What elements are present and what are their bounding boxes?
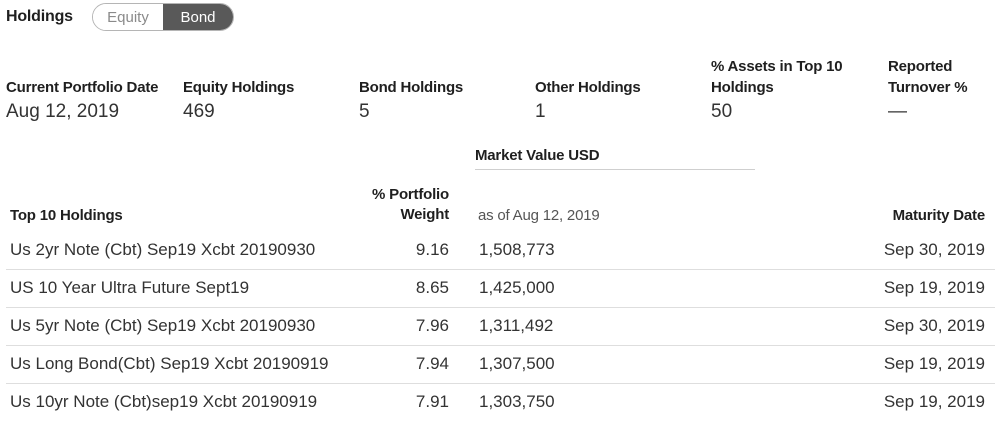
summary-label: Current Portfolio Date bbox=[6, 79, 159, 96]
holding-name: Us 5yr Note (Cbt) Sep19 Xcbt 20190930 bbox=[10, 316, 316, 335]
summary-label: Equity Holdings bbox=[183, 79, 295, 96]
holding-market-value: 1,508,773 bbox=[479, 240, 555, 259]
summary-top10-assets: % Assets in Top 10 Holdings 50 bbox=[711, 56, 881, 125]
summary-value: 5 bbox=[359, 101, 370, 122]
summary-turnover: Reported Turnover % — bbox=[888, 56, 993, 125]
table-row: Us 5yr Note (Cbt) Sep19 Xcbt 20190930 7.… bbox=[6, 308, 995, 346]
holding-market-value: 1,307,500 bbox=[479, 354, 555, 373]
holdings-table-body: Us 2yr Note (Cbt) Sep19 Xcbt 20190930 9.… bbox=[6, 232, 995, 421]
holding-weight: 7.96 bbox=[415, 316, 449, 335]
summary-label: Reported Turnover % bbox=[888, 58, 968, 96]
holding-name: US 10 Year Ultra Future Sept19 bbox=[10, 278, 250, 297]
summary-value: 1 bbox=[535, 101, 546, 122]
summary-value: — bbox=[888, 101, 907, 122]
toggle-bond[interactable]: Bond bbox=[163, 4, 233, 30]
table-row: Us 2yr Note (Cbt) Sep19 Xcbt 20190930 9.… bbox=[6, 232, 995, 270]
holding-maturity: Sep 19, 2019 bbox=[883, 278, 985, 297]
summary-value: Aug 12, 2019 bbox=[6, 101, 120, 122]
column-header-market-value: as of Aug 12, 2019 bbox=[478, 207, 600, 224]
holding-maturity: Sep 30, 2019 bbox=[883, 240, 985, 259]
summary-portfolio-date: Current Portfolio Date Aug 12, 2019 bbox=[6, 56, 176, 125]
summary-label: % Assets in Top 10 Holdings bbox=[711, 58, 843, 96]
holding-market-value: 1,311,492 bbox=[479, 316, 554, 335]
holding-weight: 9.16 bbox=[415, 240, 449, 259]
holding-name: Us 2yr Note (Cbt) Sep19 Xcbt 20190930 bbox=[10, 240, 316, 259]
holdings-type-toggle: Equity Bond bbox=[92, 3, 234, 31]
holding-market-value: 1,425,000 bbox=[479, 278, 555, 297]
summary-label: Other Holdings bbox=[535, 79, 641, 96]
holding-market-value: 1,303,750 bbox=[479, 392, 555, 411]
column-header-maturity: Maturity Date bbox=[892, 207, 986, 224]
holding-maturity: Sep 19, 2019 bbox=[883, 392, 985, 411]
column-header-holdings: Top 10 Holdings bbox=[10, 207, 123, 224]
holding-weight: 7.91 bbox=[415, 392, 449, 411]
column-header-weight: % Portfolio Weight bbox=[372, 186, 449, 223]
summary-other-holdings: Other Holdings 1 bbox=[535, 56, 705, 125]
table-row: Us Long Bond(Cbt) Sep19 Xcbt 20190919 7.… bbox=[6, 346, 995, 384]
holding-maturity: Sep 30, 2019 bbox=[883, 316, 985, 335]
summary-bond-holdings: Bond Holdings 5 bbox=[359, 56, 529, 125]
market-value-group-header: Market Value USD bbox=[475, 147, 755, 170]
holding-name: Us 10yr Note (Cbt)sep19 Xcbt 20190919 bbox=[10, 392, 318, 411]
toggle-equity[interactable]: Equity bbox=[93, 4, 163, 30]
table-row: US 10 Year Ultra Future Sept19 8.65 1,42… bbox=[6, 270, 995, 308]
holding-maturity: Sep 19, 2019 bbox=[883, 354, 985, 373]
holding-name: Us Long Bond(Cbt) Sep19 Xcbt 20190919 bbox=[10, 354, 329, 373]
summary-value: 469 bbox=[183, 101, 215, 122]
page-title: Holdings bbox=[6, 8, 73, 25]
summary-value: 50 bbox=[711, 101, 733, 122]
summary-equity-holdings: Equity Holdings 469 bbox=[183, 56, 353, 125]
holding-weight: 7.94 bbox=[415, 354, 449, 373]
summary-label: Bond Holdings bbox=[359, 79, 464, 96]
holding-weight: 8.65 bbox=[415, 278, 449, 297]
table-row: Us 10yr Note (Cbt)sep19 Xcbt 20190919 7.… bbox=[6, 384, 995, 421]
